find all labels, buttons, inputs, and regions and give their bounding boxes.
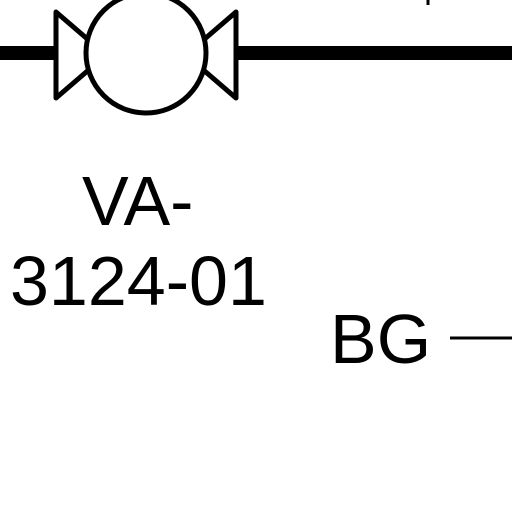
signal-label: BG bbox=[330, 300, 432, 378]
valve-left-triangle bbox=[53, 9, 109, 101]
process-line-right bbox=[232, 46, 512, 60]
valve-symbol bbox=[53, 0, 239, 116]
valve-actuator-circle bbox=[83, 0, 209, 116]
process-line-left bbox=[0, 46, 60, 60]
valve-right-triangle bbox=[183, 9, 239, 101]
valve-tag-prefix: VA- bbox=[82, 162, 194, 240]
valve-tag-number: 3124-01 bbox=[10, 242, 267, 320]
